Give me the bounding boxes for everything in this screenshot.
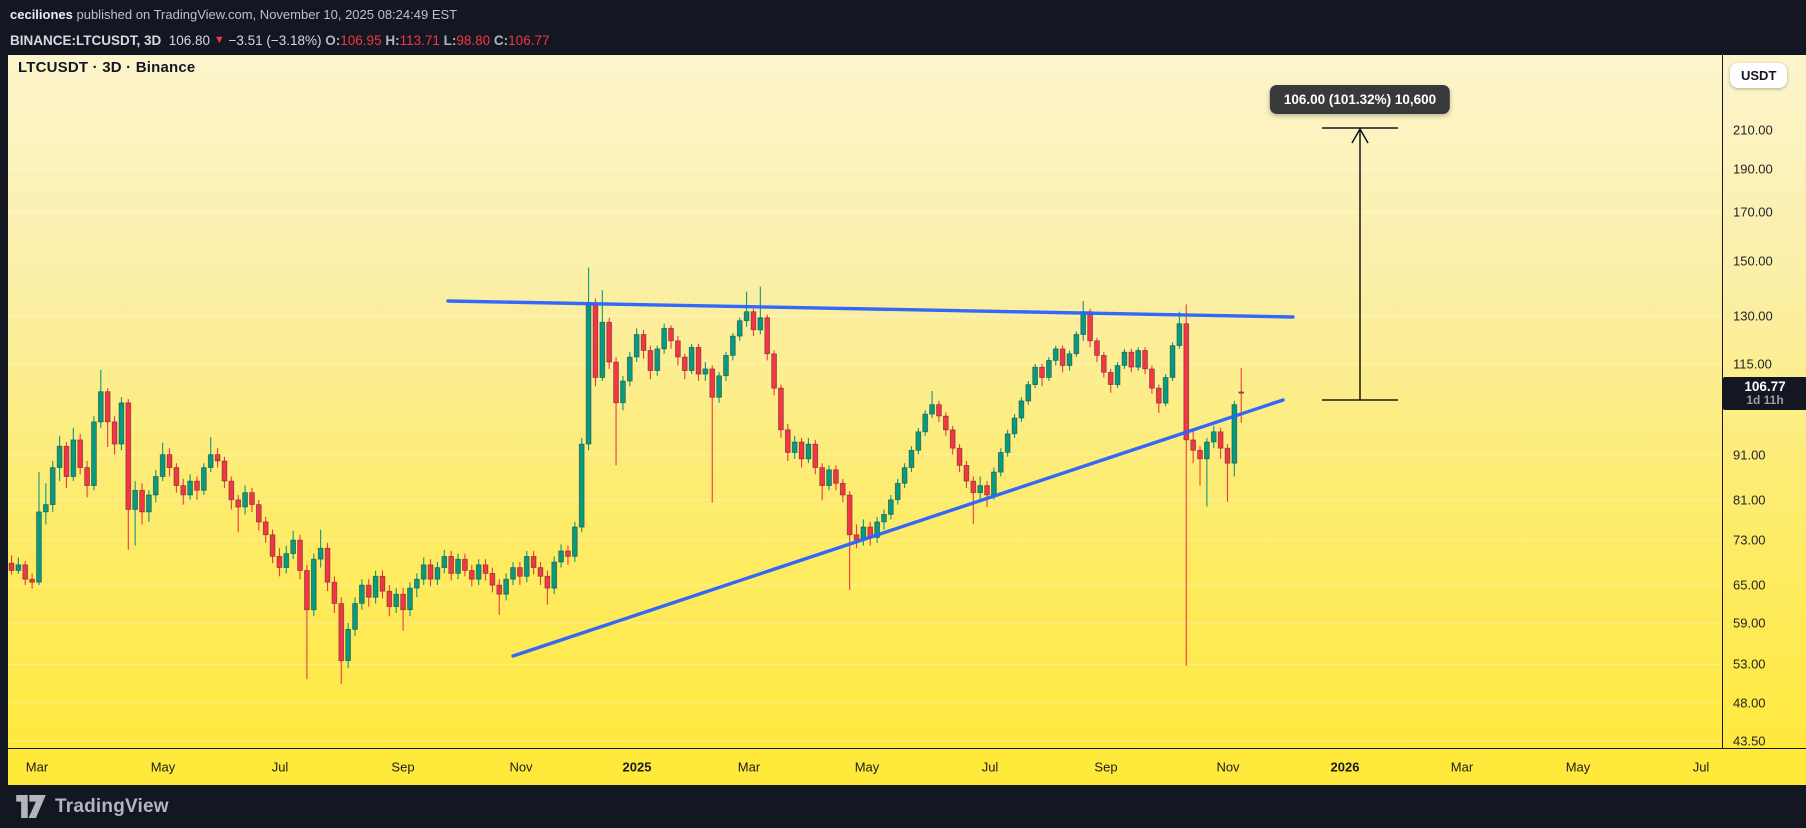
time-tick-label: Nov bbox=[509, 759, 533, 775]
price-tick-label: 115.00 bbox=[1733, 356, 1772, 372]
currency-toggle-button[interactable]: USDT bbox=[1730, 63, 1788, 88]
close-label: C: bbox=[490, 32, 509, 48]
tradingview-logo[interactable]: TradingView bbox=[16, 795, 169, 818]
chart-watermark-title: LTCUSDT · 3D · Binance bbox=[18, 59, 196, 76]
symbol-name: BINANCE:LTCUSDT, bbox=[10, 32, 141, 48]
time-tick-label: Jul bbox=[1692, 759, 1710, 775]
chart-region: LTCUSDT · 3D · Binance 106.00 (101.32%) … bbox=[0, 52, 1806, 785]
candlestick-chart[interactable] bbox=[8, 55, 1722, 748]
open-value: 106.95 bbox=[340, 32, 382, 48]
time-tick-label: Nov bbox=[1216, 759, 1240, 775]
last-price-badge: 106.77 1d 11h bbox=[1723, 377, 1806, 410]
price-tick-label: 130.00 bbox=[1733, 308, 1773, 324]
price-tick-label: 190.00 bbox=[1733, 161, 1773, 177]
time-tick-label: May bbox=[854, 759, 880, 775]
open-label: O: bbox=[325, 32, 341, 48]
low-value: 98.80 bbox=[456, 32, 491, 48]
price-tick-label: 53.00 bbox=[1733, 656, 1766, 672]
time-tick-label: Sep bbox=[391, 759, 415, 775]
price-tick-label: 91.00 bbox=[1733, 447, 1766, 463]
down-arrow-icon: ▼ bbox=[213, 34, 225, 46]
time-tick-label: May bbox=[150, 759, 176, 775]
tradingview-brand-text: TradingView bbox=[55, 795, 169, 817]
price-tick-label: 81.00 bbox=[1733, 492, 1766, 508]
footer-bar: TradingView bbox=[0, 785, 1806, 828]
tradingview-logo-icon bbox=[16, 795, 46, 818]
bar-countdown: 1d 11h bbox=[1746, 393, 1784, 407]
low-label: L: bbox=[439, 32, 457, 48]
close-value: 106.77 bbox=[508, 32, 550, 48]
price-tick-label: 210.00 bbox=[1733, 122, 1773, 138]
price-change: −3.51 (−3.18%) bbox=[224, 32, 326, 48]
symbol-info-bar: BINANCE:LTCUSDT, 3D 106.80 ▼ −3.51 (−3.1… bbox=[0, 28, 1806, 52]
author-name: ceciliones bbox=[10, 6, 73, 22]
chart-canvas[interactable]: LTCUSDT · 3D · Binance 106.00 (101.32%) … bbox=[8, 55, 1722, 748]
publish-info-bar: ceciliones published on TradingView.com,… bbox=[0, 0, 1806, 28]
last-price-value: 106.77 bbox=[1744, 379, 1786, 394]
time-tick-label: 2025 bbox=[622, 759, 652, 775]
last-price: 106.80 bbox=[165, 32, 214, 48]
price-tick-label: 48.00 bbox=[1733, 695, 1766, 711]
price-tick-label: 59.00 bbox=[1733, 615, 1766, 631]
interval-label: 3D bbox=[140, 32, 166, 48]
time-tick-label: Mar bbox=[1450, 759, 1474, 775]
price-tick-label: 170.00 bbox=[1733, 204, 1773, 220]
measurement-tooltip: 106.00 (101.32%) 10,600 bbox=[1269, 85, 1451, 114]
price-tick-label: 73.00 bbox=[1733, 532, 1766, 548]
time-tick-label: Jul bbox=[981, 759, 999, 775]
time-axis[interactable]: Mar May Jul Sep Nov 2025 Mar May Jul Sep Nov 2026 Ma… bbox=[8, 748, 1806, 785]
price-tick-label: 65.00 bbox=[1733, 577, 1766, 593]
price-axis[interactable]: USDT 106.77 1d 11h 210.00 190.00 170.00 150… bbox=[1722, 55, 1806, 749]
time-tick-label: Mar bbox=[25, 759, 49, 775]
time-tick-label: 2026 bbox=[1330, 759, 1360, 775]
price-tick-label: 150.00 bbox=[1733, 253, 1773, 269]
high-label: H: bbox=[381, 32, 400, 48]
time-tick-label: May bbox=[1565, 759, 1591, 775]
price-tick-label: 43.50 bbox=[1733, 733, 1766, 749]
time-tick-label: Mar bbox=[737, 759, 761, 775]
publish-info-text: published on TradingView.com, November 1… bbox=[72, 6, 458, 22]
time-tick-label: Jul bbox=[271, 759, 289, 775]
time-tick-label: Sep bbox=[1094, 759, 1118, 775]
high-value: 113.71 bbox=[399, 32, 440, 48]
